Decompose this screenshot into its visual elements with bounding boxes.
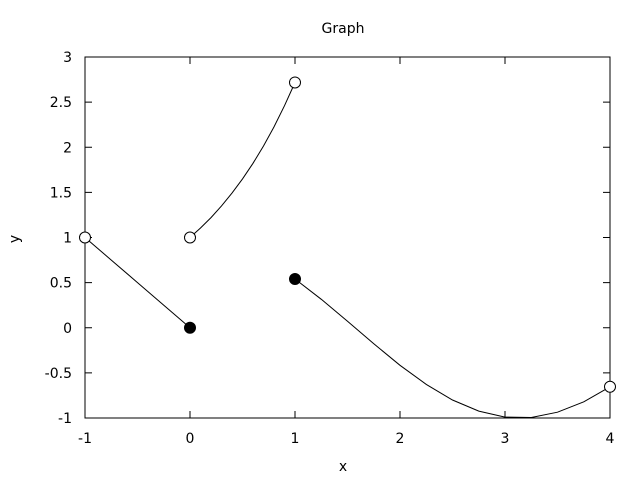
open-endpoint-marker [289,76,301,89]
x-tick-label: 4 [606,431,615,447]
y-axis-label: y [7,235,23,243]
x-tick-label: 1 [291,431,300,447]
y-tick-label: 2 [63,140,72,156]
y-tick-label: 1.5 [50,185,72,201]
axis-ticks: -1 0 1 2 3 4 -1 -0.5 0 0.5 1 1.5 2 2.5 3 [45,50,615,447]
open-endpoint-marker [184,231,196,244]
y-tick-label: 3 [63,50,72,66]
series-line-2 [189,82,296,238]
x-tick-label: -1 [78,431,92,447]
series-line-3 [294,278,611,419]
series-line-1 [84,237,191,329]
chart-title: Graph [322,21,365,37]
y-tick-label: 2.5 [50,95,72,111]
x-tick-label: 0 [186,431,195,447]
endpoint-markers [79,76,616,393]
series-layer [84,82,611,419]
y-tick-label: -1 [58,411,72,427]
filled-endpoint-marker [289,273,301,286]
y-tick-label: 0 [63,321,72,337]
x-axis-label: x [339,459,347,475]
x-tick-label: 3 [501,431,510,447]
open-endpoint-marker [604,380,616,393]
filled-endpoint-marker [184,321,196,334]
x-tick-label: 2 [396,431,405,447]
y-tick-label: 0.5 [50,276,72,292]
open-endpoint-marker [79,231,91,244]
y-tick-label: 1 [63,231,72,247]
y-tick-label: -0.5 [45,366,72,382]
